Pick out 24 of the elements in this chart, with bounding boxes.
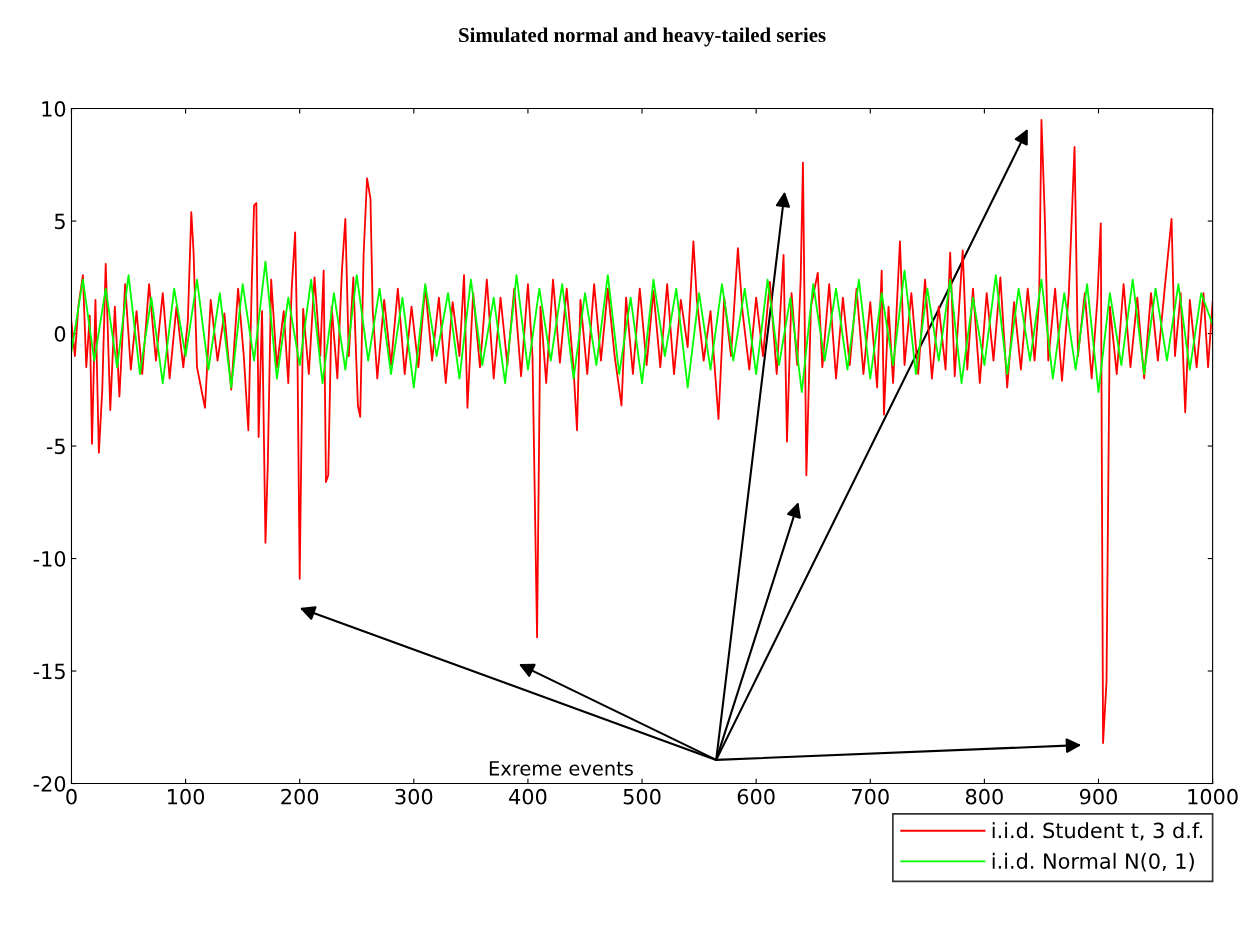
x-tick-label: 0 xyxy=(66,788,77,805)
x-tick-label: 600 xyxy=(737,788,775,805)
x-tick-label: 700 xyxy=(852,788,889,805)
y-tick-label: -15 xyxy=(33,663,65,680)
x-tick-label: 100 xyxy=(168,788,205,805)
annotation: Exreme events xyxy=(489,761,633,776)
y-tick-label: 5 xyxy=(54,213,65,230)
y-tick-label: 10 xyxy=(42,101,66,117)
x-tick-label: 500 xyxy=(623,788,661,805)
legend-label: i.i.d. Student t, 3 d.f. xyxy=(992,822,1203,841)
y-tick-label: -5 xyxy=(46,438,65,455)
y-tick-label: -10 xyxy=(33,550,66,567)
line-series xyxy=(71,118,1213,744)
x-tick-label: 300 xyxy=(395,788,433,805)
chart-title: Simulated normal and heavy-tailed series xyxy=(459,27,826,47)
x-tick-label: 800 xyxy=(965,788,1003,805)
y-tick-label: 0 xyxy=(54,326,66,342)
line-series xyxy=(71,260,1213,393)
x-tick-label: 200 xyxy=(281,788,319,805)
x-tick-label: 900 xyxy=(1079,788,1117,805)
x-tick-label: 400 xyxy=(509,788,547,805)
x-tick-label: 1000 xyxy=(1188,788,1238,805)
legend-label: i.i.d. Normal N(0, 1) xyxy=(992,852,1194,872)
y-tick-label: -20 xyxy=(33,775,66,792)
